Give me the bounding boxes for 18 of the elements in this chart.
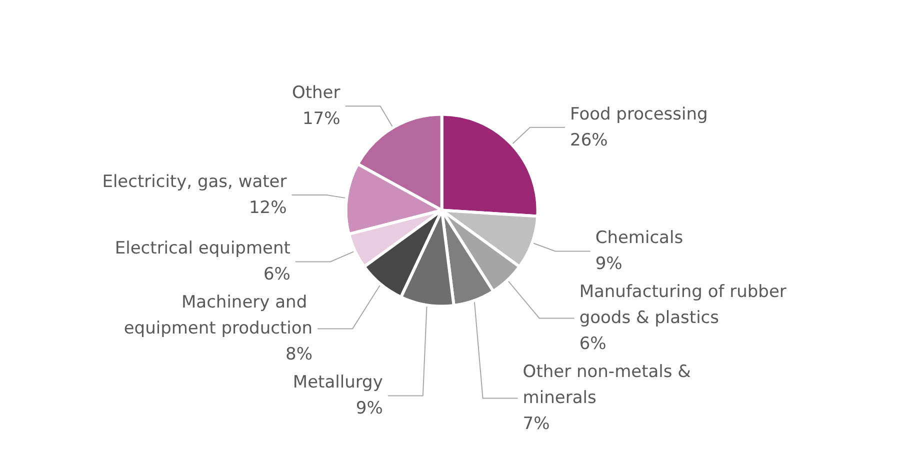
slice-label: Other non-metals & minerals <box>522 362 696 408</box>
slice-label: Manufacturing of rubber goods & plastics <box>579 282 792 328</box>
data-label: 8% <box>286 344 313 365</box>
slice-label: Chemicals <box>595 228 684 248</box>
data-label: 17% <box>302 109 340 130</box>
slice-label: Food processing <box>570 104 708 124</box>
data-label: 9% <box>595 254 622 274</box>
data-label: 6% <box>579 334 606 354</box>
slice-label: Electricity, gas, water <box>102 172 287 192</box>
slice-label: Metallurgy <box>292 372 383 393</box>
slice-label: Machinery and equipment production <box>124 292 313 339</box>
data-label: 6% <box>263 264 290 285</box>
data-label: 12% <box>248 198 287 218</box>
slice-label: Other <box>292 83 340 104</box>
data-label: 26% <box>570 130 608 150</box>
data-label: 9% <box>356 398 383 419</box>
data-label: 7% <box>522 414 550 434</box>
slice-label: Electrical equipment <box>114 238 291 259</box>
